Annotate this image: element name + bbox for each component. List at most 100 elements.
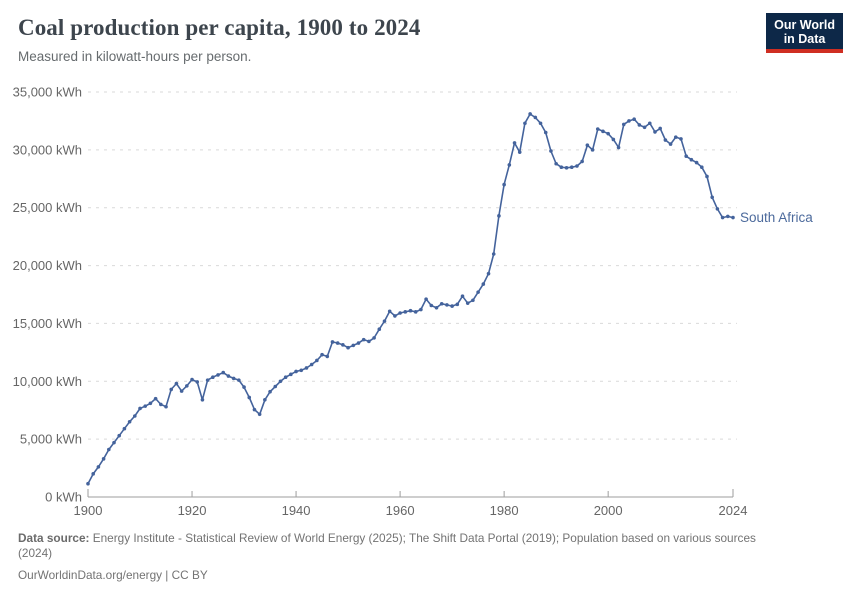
data-point [200, 398, 205, 402]
data-point [465, 301, 470, 305]
data-point [497, 214, 501, 218]
data-point [211, 375, 215, 380]
data-point [143, 404, 148, 408]
y-tick-label: 15,000 kWh [13, 316, 82, 331]
data-point [294, 369, 298, 374]
data-point [356, 341, 361, 345]
y-tick-label: 30,000 kWh [13, 142, 82, 157]
data-point [377, 327, 382, 332]
data-point [372, 336, 376, 340]
data-point [694, 160, 699, 165]
data-point [148, 401, 153, 406]
data-point [164, 404, 168, 409]
data-point [190, 377, 194, 382]
data-point [221, 370, 226, 375]
data-point [138, 406, 142, 411]
data-point [689, 157, 694, 162]
data-point [408, 308, 413, 313]
data-point [403, 310, 408, 314]
data-point [507, 163, 512, 167]
data-point [549, 149, 553, 153]
data-point [684, 154, 688, 159]
data-point [330, 340, 335, 344]
x-tick-label: 1980 [490, 503, 519, 518]
data-point [715, 207, 720, 211]
data-point [538, 121, 543, 126]
data-point [252, 407, 257, 412]
data-point [450, 304, 454, 308]
data-point [101, 457, 106, 461]
data-point [616, 145, 621, 150]
data-point [434, 306, 439, 310]
data-point [216, 373, 220, 377]
x-tick-label: 1920 [178, 503, 207, 518]
data-point [663, 138, 668, 142]
data-point [237, 378, 241, 382]
data-point [346, 345, 350, 350]
data-point [263, 398, 267, 402]
data-point [564, 165, 569, 170]
data-point [205, 378, 210, 382]
data-point [439, 301, 444, 306]
y-tick-label: 0 kWh [45, 490, 82, 505]
data-point [91, 472, 96, 476]
data-point [673, 135, 678, 139]
data-point [278, 379, 283, 384]
data-point [699, 165, 704, 170]
data-point [429, 303, 434, 308]
data-source-text-2: (2024) [18, 546, 53, 560]
data-point [107, 447, 111, 452]
data-point [351, 343, 356, 348]
data-point [195, 380, 200, 384]
data-point [455, 302, 460, 307]
data-point [486, 271, 491, 276]
data-point [445, 303, 449, 307]
data-point [304, 366, 309, 370]
data-point [528, 112, 532, 116]
data-point [725, 214, 730, 219]
chart-subtitle: Measured in kilowatt-hours per person. [18, 49, 252, 64]
data-point [299, 368, 304, 373]
chart-svg: 0 kWh 5,000 kWh 10,000 kWh 15,000 kWh 20,000… [13, 85, 814, 519]
y-tick-label: 5,000 kWh [20, 432, 82, 447]
data-point [533, 115, 538, 120]
data-point [393, 314, 397, 318]
data-point [398, 311, 402, 315]
y-tick-label: 20,000 kWh [13, 258, 82, 273]
data-point [668, 142, 673, 146]
data-point [653, 130, 657, 134]
y-tick-label: 25,000 kWh [13, 200, 82, 215]
data-point [585, 143, 590, 148]
data-point [491, 252, 496, 256]
data-point [226, 374, 231, 378]
data-point [247, 395, 252, 400]
data-point [268, 389, 272, 394]
citation-line: OurWorldinData.org/energy | CC BY [18, 568, 208, 582]
data-point [471, 298, 475, 303]
data-point [731, 215, 735, 220]
data-point [559, 165, 564, 170]
y-tick-label: 35,000 kWh [13, 85, 82, 100]
data-point [341, 343, 345, 347]
data-point [512, 141, 517, 145]
data-point [273, 384, 278, 389]
data-point [575, 164, 579, 168]
data-source-line: Data source: Energy Institute - Statisti… [18, 531, 832, 561]
y-tick-label: 10,000 kWh [13, 374, 82, 389]
data-point [543, 130, 548, 135]
data-point [117, 433, 122, 438]
data-point [658, 126, 662, 131]
data-point [590, 148, 595, 152]
data-point [169, 387, 174, 392]
data-point [720, 215, 725, 220]
data-point [289, 372, 293, 377]
data-point [481, 282, 486, 286]
owid-logo-line1: Our World [774, 18, 835, 32]
data-point [569, 165, 574, 170]
data-point [679, 137, 683, 141]
owid-logo: Our World in Data [766, 13, 843, 53]
data-point [335, 341, 340, 345]
owid-logo-line2: in Data [783, 32, 826, 46]
data-point [242, 385, 246, 389]
